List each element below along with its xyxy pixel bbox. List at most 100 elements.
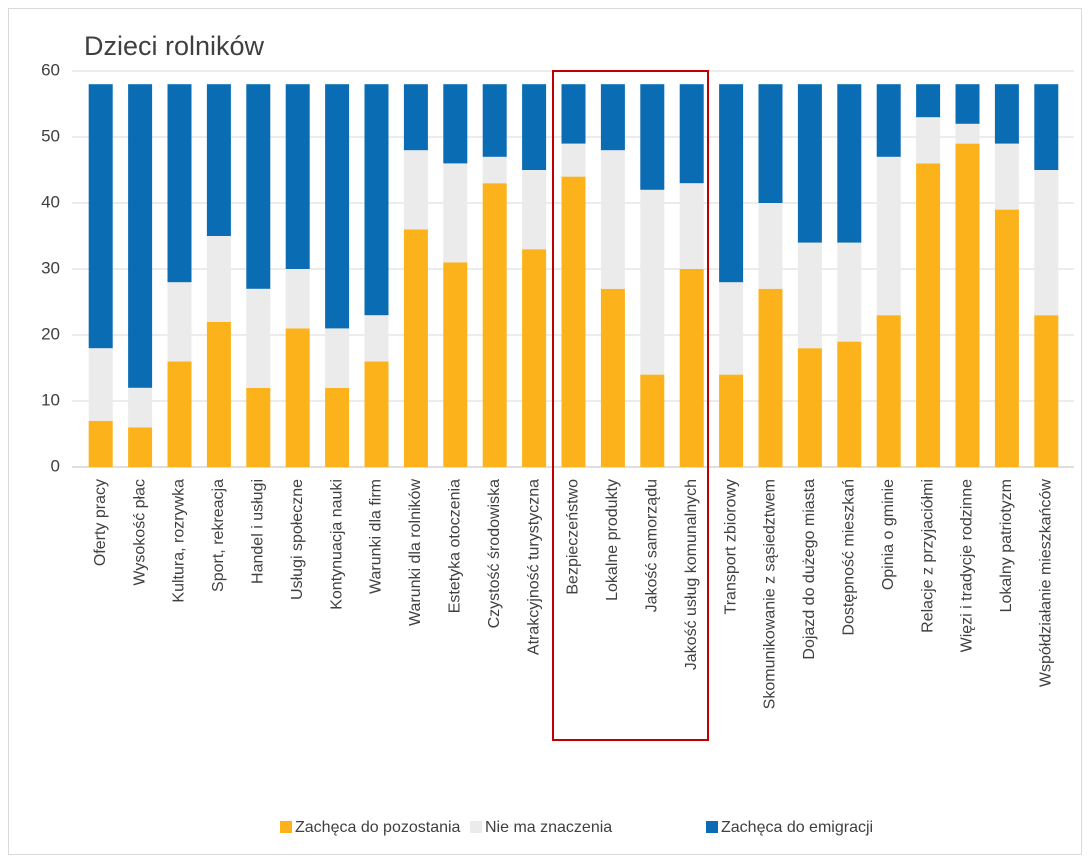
x-tick-label: Bezpieczeństwo: [565, 479, 582, 595]
bar-segment: [876, 156, 901, 316]
bar-segment: [246, 387, 271, 467]
bar-segment: [955, 84, 980, 124]
y-tick-label: 40: [41, 192, 60, 211]
bar-segment: [325, 328, 350, 388]
y-tick-label: 20: [41, 324, 60, 343]
bar-segment: [522, 84, 547, 170]
legend-swatch: [280, 821, 292, 833]
bar-segment: [364, 361, 389, 467]
bar-segment: [285, 84, 310, 269]
y-tick-label: 30: [41, 258, 60, 277]
bar-segment: [246, 84, 271, 289]
x-tick-label: Warunki dla rolników: [407, 479, 424, 626]
x-tick-label: Lokalne produkty: [604, 479, 621, 601]
bar-segment: [364, 84, 389, 316]
bar-segment: [994, 84, 1019, 144]
x-tick-label: Estetyka otoczenia: [447, 479, 464, 613]
bar-segment: [403, 150, 428, 230]
bar-segment: [522, 249, 547, 467]
x-tick-label: Dojazd do dużego miasta: [801, 479, 818, 660]
x-tick-label: Usługi społeczne: [289, 479, 306, 600]
bar-segment: [482, 84, 507, 157]
bar-segment: [403, 84, 428, 151]
bar-segment: [206, 321, 231, 467]
bar-segment: [719, 84, 744, 283]
x-tick-label: Warunki dla firm: [368, 479, 385, 594]
bar-segment: [994, 143, 1019, 210]
bar-segment: [837, 84, 862, 243]
bar-segment: [128, 427, 153, 467]
x-tick-label: Transport zbiorowy: [722, 479, 739, 614]
bar-segment: [994, 209, 1019, 467]
legend-label: Nie ma znaczenia: [485, 819, 612, 836]
bar-segment: [443, 84, 468, 164]
y-tick-label: 50: [41, 126, 60, 145]
bar-segment: [916, 84, 941, 118]
bar-segment: [758, 288, 783, 467]
highlight-box: [552, 70, 709, 741]
bar-segment: [679, 84, 704, 184]
x-tick-label: Opinia o gminie: [880, 479, 897, 590]
bar-segment: [719, 374, 744, 467]
x-tick-label: Lokalny patriotyzm: [998, 479, 1015, 612]
x-tick-label: Relacje z przyjaciółmi: [919, 479, 936, 633]
bar-segment: [285, 328, 310, 467]
bar-segment: [167, 282, 192, 362]
bar-segment: [640, 374, 665, 467]
bar-segment: [246, 288, 271, 388]
x-tick-label: Atrakcyjność turystyczna: [525, 479, 542, 655]
y-tick-label: 10: [41, 390, 60, 409]
y-tick-label: 60: [41, 60, 60, 79]
bar-segment: [797, 242, 822, 349]
bar-segment: [443, 163, 468, 263]
bar-segment: [955, 143, 980, 467]
x-tick-label: Oferty pracy: [92, 479, 109, 566]
bar-segment: [1034, 170, 1059, 316]
x-tick-label: Kontynuacja nauki: [328, 479, 345, 610]
bar-segment: [88, 420, 113, 467]
x-tick-label: Wysokość płac: [131, 479, 148, 586]
x-tick-label: Kultura, rozrywka: [171, 479, 188, 603]
bar-segment: [640, 84, 665, 190]
bar-segment: [1034, 84, 1059, 170]
bar-segment: [837, 242, 862, 342]
x-tick-label: Czystość środowiska: [486, 479, 503, 628]
bar-segment: [876, 84, 901, 157]
chart-title: Dzieci rolników: [84, 31, 265, 61]
x-tick-label: Sport, rekreacja: [210, 479, 227, 592]
bar-segment: [758, 84, 783, 203]
bar-segment: [128, 84, 153, 388]
bar-segment: [758, 203, 783, 289]
bar-segment: [640, 189, 665, 375]
bar-segment: [797, 348, 822, 467]
bar-segment: [128, 387, 153, 428]
bar-segment: [1034, 315, 1059, 467]
bar-segment: [797, 84, 822, 243]
legend-swatch: [706, 821, 718, 833]
bar-segment: [364, 315, 389, 362]
x-tick-label: Skomunikowanie z sąsiedztwem: [762, 479, 779, 709]
bar-segment: [482, 183, 507, 467]
x-tick-label: Jakość usług komunalnych: [683, 479, 700, 670]
bar-segment: [482, 156, 507, 184]
bar-segment: [719, 282, 744, 375]
bar-segment: [325, 84, 350, 329]
bar-segment: [600, 150, 625, 289]
x-tick-label: Współdziałanie mieszkańców: [1038, 479, 1055, 688]
bar-segment: [206, 236, 231, 322]
y-tick-label: 0: [51, 456, 60, 475]
bar-segment: [955, 123, 980, 144]
bar-segment: [916, 117, 941, 164]
bar-segment: [285, 269, 310, 329]
bar-segment: [561, 176, 586, 467]
bar-segment: [916, 163, 941, 467]
x-tick-label: Handel i usługi: [250, 479, 267, 584]
bar-segment: [206, 84, 231, 236]
legend-swatch: [470, 821, 482, 833]
bar-segment: [88, 348, 113, 421]
bar-segment: [88, 84, 113, 349]
bar-segment: [561, 143, 586, 177]
x-tick-label: Więzi i tradycje rodzinne: [959, 479, 976, 653]
bar-segment: [679, 269, 704, 467]
